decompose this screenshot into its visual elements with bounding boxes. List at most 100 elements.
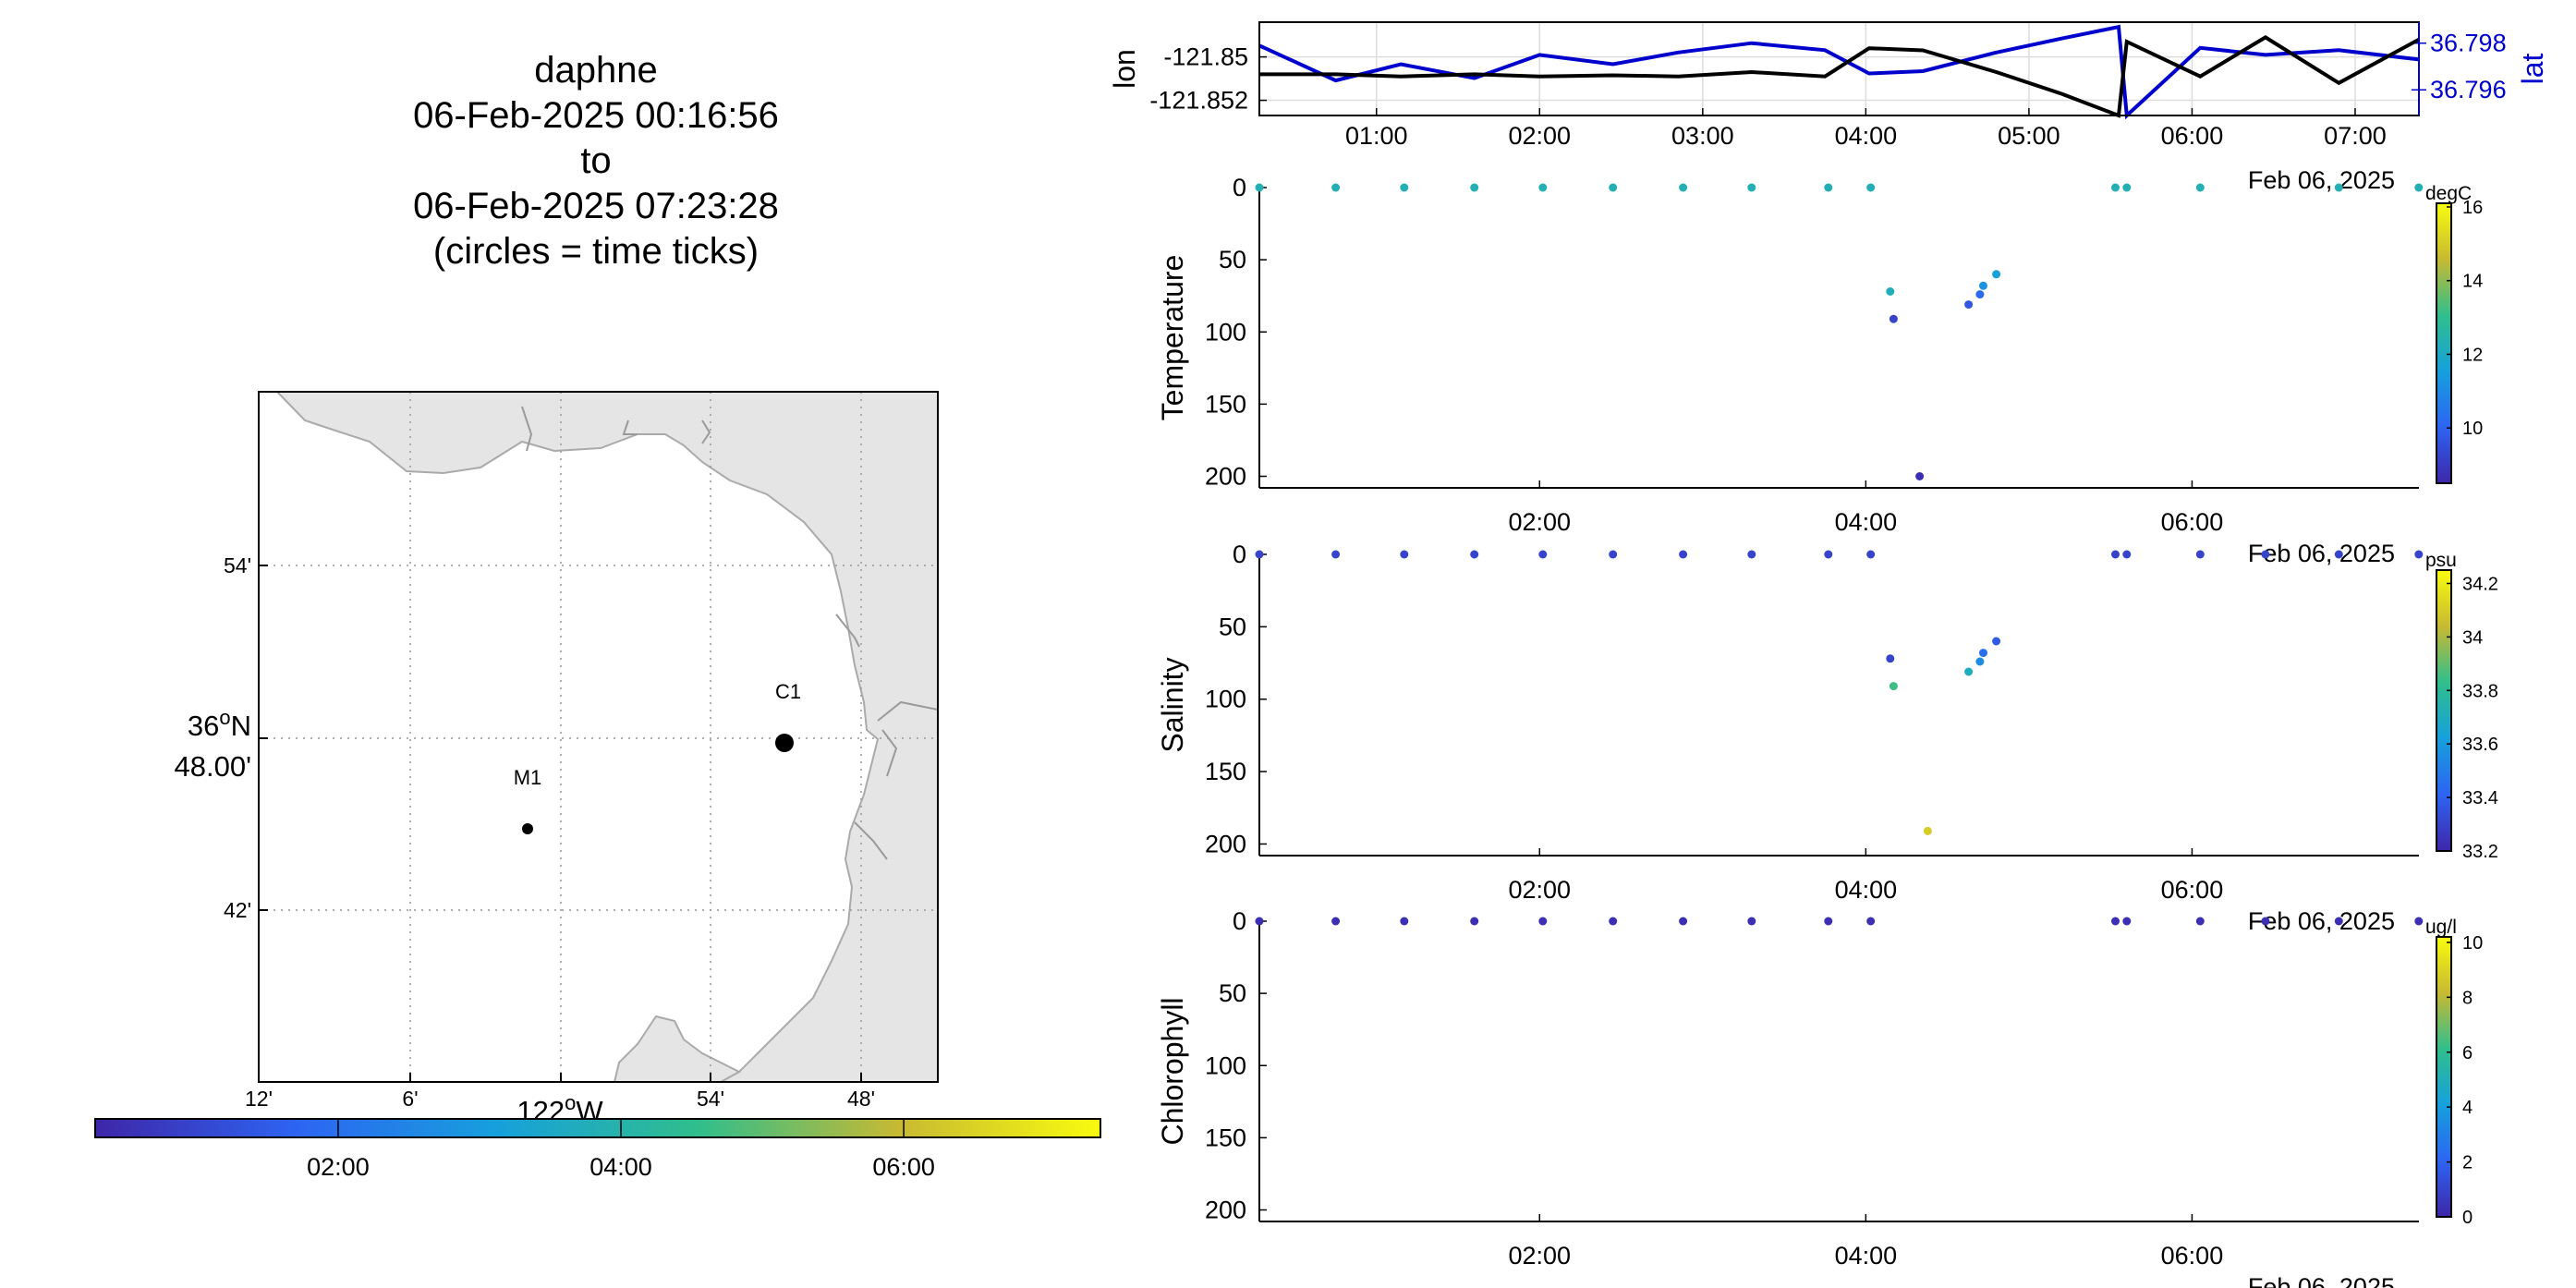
- temperature-data-point: [1964, 300, 1974, 310]
- temperature-units-label: degC: [2425, 183, 2472, 204]
- salinity-data-point: [1331, 550, 1341, 559]
- temperature-y-tick-label: 0: [1233, 174, 1246, 201]
- temperature-x-tick-label: 06:00: [2161, 508, 2224, 536]
- chlorophyll-y-tick-label: 50: [1219, 979, 1246, 1007]
- station-m1-marker: [522, 823, 533, 834]
- temperature-data-point: [2414, 183, 2424, 192]
- temperature-data-point: [1975, 290, 1985, 299]
- figure-title: daphne 06-Feb-2025 00:16:56 to 06-Feb-20…: [351, 48, 841, 274]
- chlorophyll-data-point: [2111, 917, 2120, 926]
- salinity-y-tick-label: 50: [1219, 613, 1246, 640]
- lonlat-x-tick-label: 03:00: [1671, 122, 1734, 150]
- temperature-y-tick-label: 100: [1205, 318, 1246, 346]
- map-frame: [258, 391, 939, 1083]
- lon-lat-panel: 01:00 02:00 03:00 04:00 05:00 06:00 07:00 -121.…: [1108, 21, 2549, 194]
- salinity-y-tick-label: 100: [1205, 686, 1246, 713]
- chlorophyll-data-point: [2195, 917, 2205, 926]
- time-colorbar-tick-label: 06:00: [872, 1153, 935, 1181]
- chlorophyll-colorbar-ramp: [2436, 936, 2452, 1218]
- chlorophyll-y-tick-label: 200: [1205, 1197, 1246, 1224]
- salinity-data-point: [1979, 649, 1987, 658]
- river-line: [881, 729, 898, 777]
- temperature-x-tick-label: 02:00: [1509, 508, 1572, 536]
- temperature-y-tick-label: 150: [1205, 390, 1246, 418]
- salinity-y-tick-label: 150: [1205, 758, 1246, 785]
- lonlat-x-tick-label: 07:00: [2324, 122, 2387, 150]
- temperature-colorbar-tick-label: 16: [2462, 198, 2483, 218]
- chlorophyll-data-point: [1824, 917, 1833, 926]
- salinity-axis-label: Salinity: [1156, 657, 1189, 752]
- map-lon-tick-12: 12': [245, 1087, 273, 1111]
- map-lon-tick-54: 54': [697, 1087, 724, 1111]
- salinity-data-point: [1400, 550, 1409, 559]
- chlorophyll-x-tick-label: 04:00: [1835, 1242, 1898, 1270]
- temperature-colorbar-tick-label: 14: [2462, 272, 2483, 292]
- map-lat-tick-54: 54': [224, 553, 251, 577]
- station-c1-label: C1: [775, 680, 801, 703]
- lonlat-x-tick-label: 01:00: [1345, 122, 1408, 150]
- temperature-data-point: [1915, 472, 1925, 480]
- time-colorbar: 02:00 04:00 06:00: [94, 1118, 1101, 1181]
- temperature-data-point: [2195, 183, 2205, 192]
- river-line: [521, 406, 533, 452]
- salinity-data-point: [2334, 550, 2343, 559]
- salinity-colorbar-tick-label: 33.2: [2462, 842, 2498, 862]
- lonlat-x-tick-label: 05:00: [1998, 122, 2060, 150]
- map-lon-tick-6: 6': [402, 1087, 418, 1111]
- chlorophyll-data-point: [1747, 917, 1756, 926]
- title-line-end: 06-Feb-2025 07:23:28: [413, 186, 779, 226]
- salinity-data-point: [1824, 550, 1833, 559]
- chlorophyll-data-point: [1331, 917, 1341, 926]
- map-lat-tick-42: 42': [224, 898, 251, 922]
- salinity-units-label: psu: [2425, 550, 2457, 571]
- map-lon-tick-48: 48': [847, 1087, 875, 1111]
- salinity-x-tick-label: 06:00: [2161, 876, 2224, 904]
- temperature-data-point: [1889, 314, 1898, 323]
- chlorophyll-y-tick-label: 150: [1205, 1124, 1246, 1151]
- chlorophyll-units-label: ug/l: [2425, 917, 2457, 938]
- chlorophyll-colorbar-tick-label: 2: [2462, 1153, 2473, 1173]
- chlorophyll-colorbar-tick-label: 4: [2462, 1098, 2473, 1118]
- temperature-data-point: [1609, 183, 1618, 192]
- title-line-note: (circles = time ticks): [432, 231, 759, 272]
- chlorophyll-data-point: [1609, 917, 1618, 926]
- temperature-data-point: [1866, 183, 1876, 192]
- temperature-colorbar-ramp: [2436, 202, 2452, 484]
- time-colorbar-ramp: [94, 1118, 1101, 1138]
- lonlat-x-tick-label: 02:00: [1509, 122, 1572, 150]
- map-lat-center-deg: 36oN: [188, 706, 251, 742]
- temperature-data-point: [1470, 183, 1479, 192]
- salinity-panel: 0 50 100 150 200 02:00 04:00 06:00 Feb 06, 2025 S…: [1156, 541, 2498, 935]
- temperature-data-point: [2111, 183, 2120, 192]
- river-line: [622, 419, 638, 435]
- salinity-data-point: [1679, 550, 1688, 559]
- temperature-data-point: [1979, 281, 1987, 290]
- temperature-data-point: [1538, 183, 1548, 192]
- river-line: [877, 700, 938, 722]
- land-area: [275, 392, 938, 1082]
- salinity-data-point: [2261, 550, 2270, 559]
- chlorophyll-data-point: [1679, 917, 1688, 926]
- lonlat-lon-tick-label: -121.85: [1163, 43, 1248, 71]
- map-lat-center-min: 48.00': [175, 750, 252, 783]
- salinity-data-point: [1886, 654, 1895, 663]
- temperature-y-tick-label: 200: [1205, 463, 1246, 491]
- chlorophyll-data-point: [2122, 917, 2132, 926]
- salinity-colorbar-ramp: [2436, 569, 2452, 852]
- temperature-data-point: [1255, 183, 1264, 192]
- temperature-data-point: [1331, 183, 1341, 192]
- station-m1-label: M1: [514, 766, 542, 789]
- salinity-data-point: [1470, 550, 1479, 559]
- temperature-colorbar-tick-label: 12: [2462, 345, 2483, 365]
- chlorophyll-y-tick-label: 100: [1205, 1051, 1246, 1079]
- temperature-data-point: [2122, 183, 2132, 192]
- chlorophyll-data-point: [1255, 917, 1264, 926]
- temperature-colorbar-tick-label: 10: [2462, 419, 2483, 439]
- salinity-data-point: [1923, 826, 1932, 835]
- temperature-data-point: [2334, 183, 2343, 192]
- lonlat-x-tick-label: 04:00: [1835, 122, 1898, 150]
- temperature-x-tick-label: 04:00: [1835, 508, 1898, 536]
- salinity-x-tick-label: 04:00: [1835, 876, 1898, 904]
